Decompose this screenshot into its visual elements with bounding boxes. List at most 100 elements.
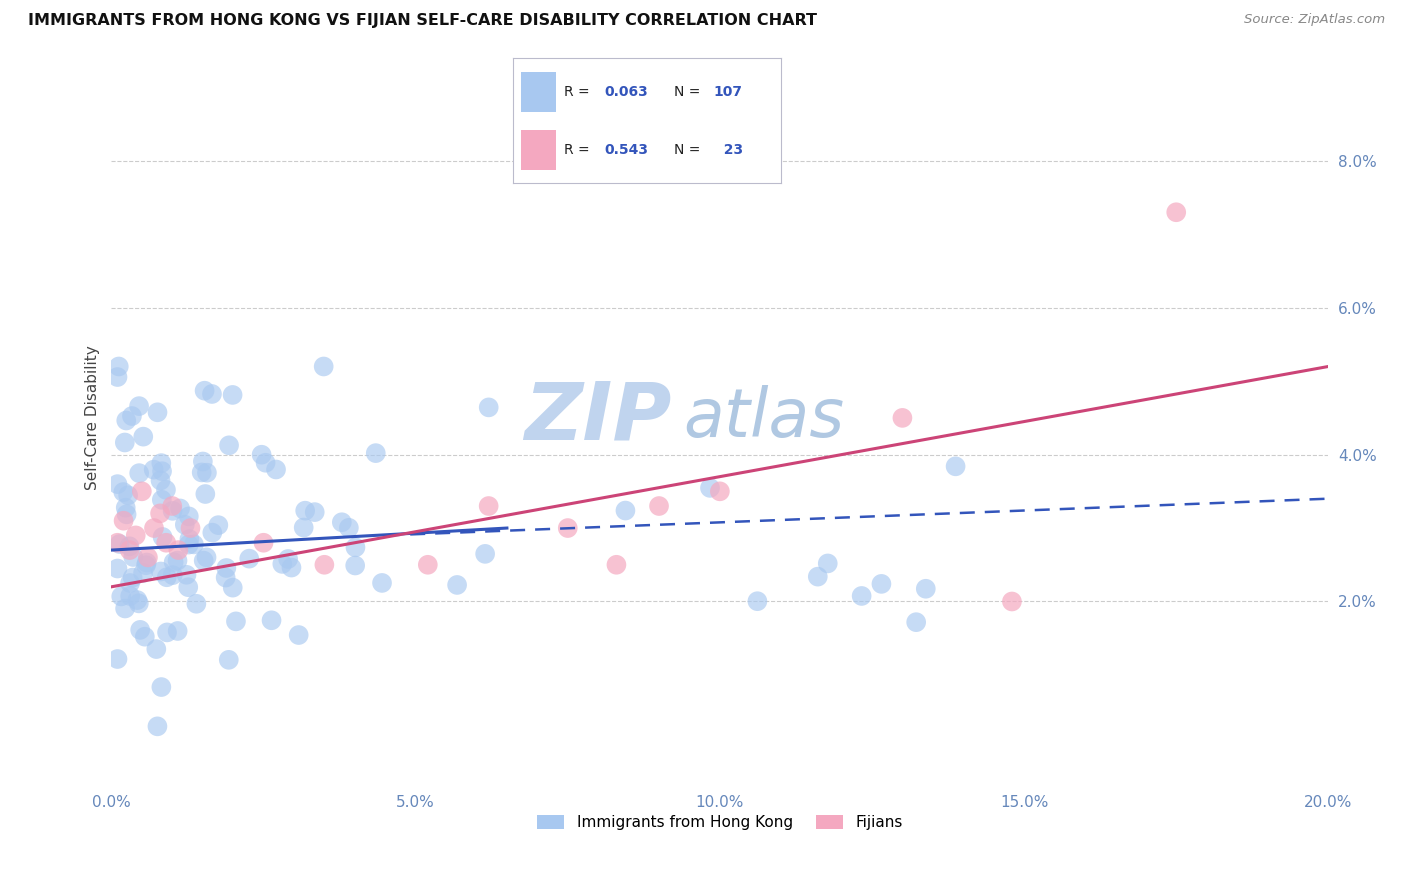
Point: [254, 456, 277, 470]
Point: [149, 565, 172, 579]
Point: [146, 405, 169, 419]
Text: atlas: atlas: [683, 384, 845, 450]
Point: [152, 530, 174, 544]
Point: [891, 410, 914, 425]
Point: [107, 477, 129, 491]
Point: [614, 503, 637, 517]
Point: [108, 537, 131, 551]
Point: [136, 550, 159, 565]
Legend: Immigrants from Hong Kong, Fijians: Immigrants from Hong Kong, Fijians: [531, 808, 908, 836]
Point: [215, 561, 238, 575]
Point: [280, 560, 302, 574]
Point: [605, 558, 627, 572]
Point: [145, 642, 167, 657]
Point: [260, 613, 283, 627]
Point: [344, 558, 367, 573]
Point: [121, 570, 143, 584]
Point: [201, 387, 224, 401]
Y-axis label: Self-Care Disability: Self-Care Disability: [86, 345, 100, 491]
Point: [149, 507, 172, 521]
Point: [330, 515, 353, 529]
Point: [478, 401, 501, 415]
Point: [238, 551, 260, 566]
Point: [135, 558, 157, 573]
Point: [194, 487, 217, 501]
Point: [945, 459, 967, 474]
Point: [112, 514, 135, 528]
Point: [1166, 205, 1188, 219]
Point: [478, 499, 501, 513]
Text: ZIP: ZIP: [524, 379, 671, 457]
Point: [155, 535, 177, 549]
Point: [156, 570, 179, 584]
Point: [193, 553, 215, 567]
Point: [177, 580, 200, 594]
Point: [337, 521, 360, 535]
Point: [364, 446, 387, 460]
Point: [122, 549, 145, 564]
Point: [190, 466, 212, 480]
Point: [287, 628, 309, 642]
Point: [218, 653, 240, 667]
Point: [191, 454, 214, 468]
Point: [1001, 594, 1024, 608]
Point: [221, 388, 243, 402]
Point: [115, 413, 138, 427]
Point: [225, 615, 247, 629]
Point: [110, 590, 132, 604]
Point: [292, 520, 315, 534]
Point: [195, 466, 218, 480]
Point: [114, 601, 136, 615]
Point: [162, 568, 184, 582]
Point: [817, 557, 839, 571]
Point: [129, 623, 152, 637]
Point: [201, 525, 224, 540]
Point: [699, 481, 721, 495]
Point: [155, 483, 177, 497]
Point: [121, 409, 143, 423]
Point: [250, 448, 273, 462]
Point: [107, 359, 129, 374]
Point: [271, 557, 294, 571]
Point: [709, 484, 731, 499]
Point: [107, 370, 129, 384]
Point: [648, 499, 671, 513]
Point: [186, 597, 208, 611]
Point: [134, 630, 156, 644]
Point: [120, 576, 142, 591]
Point: [132, 430, 155, 444]
Point: [128, 596, 150, 610]
Point: [142, 462, 165, 476]
Point: [115, 508, 138, 522]
Point: [118, 539, 141, 553]
Point: [312, 359, 335, 374]
Point: [344, 541, 367, 555]
Point: [905, 615, 928, 630]
Point: [114, 500, 136, 515]
Point: [112, 485, 135, 500]
Point: [114, 435, 136, 450]
Point: [416, 558, 439, 572]
Point: [304, 505, 326, 519]
Point: [135, 556, 157, 570]
Point: [162, 504, 184, 518]
Point: [118, 543, 141, 558]
Point: [914, 582, 936, 596]
Point: [557, 521, 579, 535]
Point: [132, 566, 155, 580]
Point: [851, 589, 873, 603]
Point: [120, 589, 142, 603]
Point: [128, 399, 150, 413]
Point: [176, 567, 198, 582]
Point: [125, 528, 148, 542]
Point: [169, 501, 191, 516]
Point: [107, 652, 129, 666]
Point: [166, 624, 188, 638]
Point: [162, 499, 184, 513]
Point: [167, 543, 190, 558]
Point: [150, 492, 173, 507]
Point: [183, 537, 205, 551]
Point: [150, 456, 173, 470]
Point: [127, 593, 149, 607]
Point: [474, 547, 496, 561]
